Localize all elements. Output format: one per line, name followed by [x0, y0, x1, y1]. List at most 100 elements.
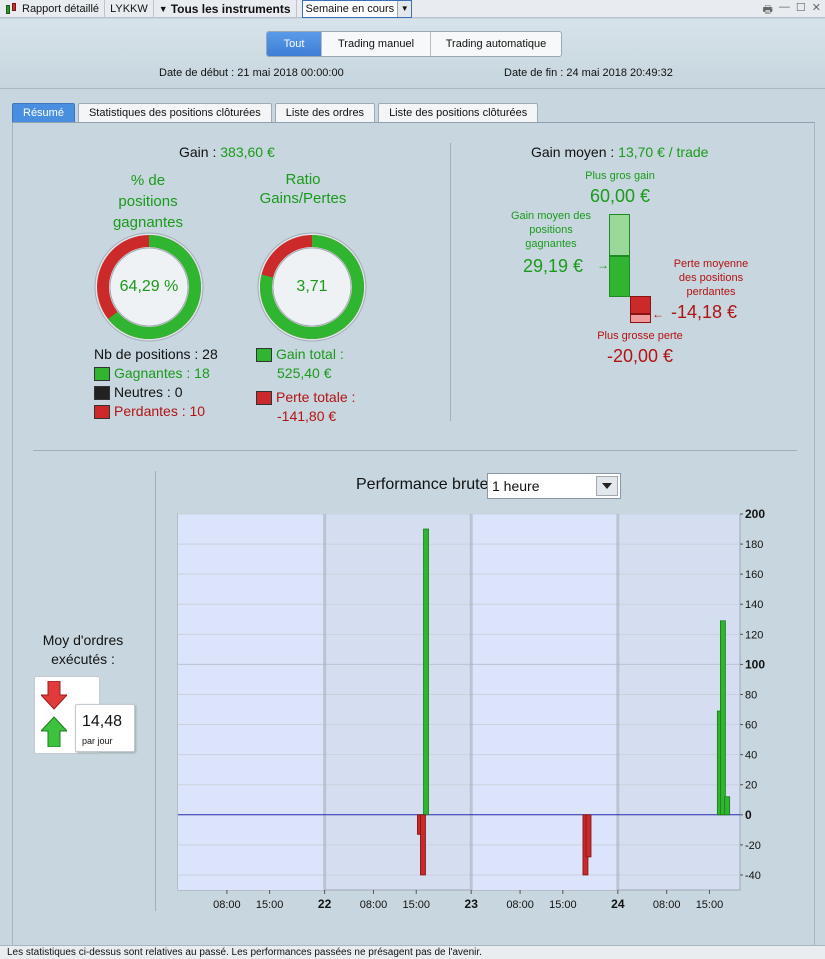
- x-tick-label: 15:00: [402, 899, 430, 911]
- bar-4: [585, 814, 592, 858]
- max-loss-label: Plus grosse perte: [597, 330, 683, 342]
- y-tick-label: 160: [745, 569, 763, 581]
- status-bar: Les statistiques ci-dessus sont relative…: [0, 945, 825, 959]
- x-tick-label: 15:00: [696, 899, 724, 911]
- filter-header: Tout Trading manuel Trading automatique …: [0, 19, 825, 89]
- gain-total-legend: Gain total : 525,40 €: [256, 345, 344, 383]
- arrow-right-icon: →: [597, 258, 609, 272]
- avg-loss-bar: [630, 296, 651, 314]
- report-label: Rapport détaillé: [22, 2, 100, 15]
- legend-neutres: Neutres : 0: [94, 383, 218, 402]
- candlestick-icon: [5, 2, 19, 16]
- report-button[interactable]: Rapport détaillé: [0, 0, 106, 18]
- max-loss-value: -20,00 €: [606, 346, 674, 366]
- segment-all[interactable]: Tout: [267, 32, 322, 56]
- tab-closed-positions[interactable]: Liste des positions clôturées: [378, 103, 539, 122]
- orders-value: 14,48: [82, 713, 123, 730]
- separator-horizontal: [33, 450, 797, 451]
- legend-perdantes: Perdantes : 10: [94, 402, 218, 421]
- orders-unit: par jour: [82, 736, 113, 746]
- period-select[interactable]: Semaine en cours ▼: [301, 0, 413, 18]
- avg-win-bar: [609, 256, 630, 297]
- green-swatch: [94, 367, 110, 382]
- red-swatch: [94, 405, 110, 420]
- orders-arrows-icon: [41, 681, 67, 747]
- end-date: Date de fin : 24 mai 2018 20:49:32: [504, 67, 673, 79]
- y-tick-label: 60: [745, 720, 757, 732]
- day-band-21: [178, 514, 325, 890]
- max-loss-bar: [630, 314, 651, 323]
- instruments-dropdown[interactable]: ▼ Tous les instruments: [154, 0, 297, 18]
- y-tick-label: 120: [745, 629, 763, 641]
- top-toolbar: Rapport détaillé LYKKW ▼ Tous les instru…: [0, 0, 825, 18]
- segment-manual[interactable]: Trading manuel: [322, 32, 431, 56]
- tab-divider: [12, 122, 815, 123]
- tab-resume[interactable]: Résumé: [12, 103, 75, 122]
- orders-value-card: 14,48 par jour: [75, 704, 135, 752]
- pct-donut: [94, 232, 204, 342]
- bar-7: [724, 796, 731, 816]
- y-tick-label: 20: [745, 780, 757, 792]
- pct-donut-green: [97, 235, 201, 339]
- max-gain-bar: [609, 214, 630, 256]
- ratio-title: Ratio Gains/Pertes: [259, 171, 347, 207]
- x-tick-label: 08:00: [506, 899, 534, 911]
- pct-value: 64,29 %: [119, 278, 179, 295]
- green-swatch: [256, 348, 272, 363]
- close-icon[interactable]: ✕: [811, 2, 821, 14]
- perte-totale-legend: Perte totale : -141,80 €: [256, 388, 355, 426]
- day-band-23: [471, 514, 618, 890]
- print-icon[interactable]: 🖶: [762, 4, 773, 16]
- trading-type-segmented: Tout Trading manuel Trading automatique: [266, 31, 562, 57]
- separator-vertical-bottom: [155, 471, 156, 911]
- tab-orders[interactable]: Liste des ordres: [274, 103, 376, 122]
- arrow-left-icon: ←: [652, 307, 664, 321]
- window-controls: 🖶 — ☐ ✕: [763, 1, 821, 20]
- y-tick-label: 140: [745, 599, 763, 611]
- interval-select[interactable]: 1 heure: [487, 473, 621, 499]
- segment-automatic[interactable]: Trading automatique: [445, 38, 547, 50]
- y-tick-label: 100: [745, 657, 765, 671]
- x-tick-label: 24: [611, 897, 625, 911]
- positions-legend: Nb de positions : 28 Gagnantes : 18 Neut…: [94, 345, 218, 421]
- bar-2: [420, 814, 426, 876]
- avg-win-label: Gain moyen des positions gagnantes: [510, 210, 592, 250]
- x-tick-label: 15:00: [549, 899, 577, 911]
- x-tick-label: 08:00: [653, 899, 681, 911]
- start-date: Date de début : 21 mai 2018 00:00:00: [159, 67, 344, 79]
- account-label[interactable]: LYKKW: [105, 0, 154, 18]
- chevron-down-icon[interactable]: ▼: [397, 0, 412, 17]
- bar-6: [719, 620, 726, 816]
- y-tick-label: 0: [745, 808, 752, 822]
- ratio-donut: [257, 232, 367, 342]
- orders-label: Moy d'ordres exécutés :: [42, 632, 124, 667]
- avg-win-value: 29,19 €: [523, 256, 584, 276]
- tab-closed-stats[interactable]: Statistiques des positions clôturées: [77, 103, 272, 122]
- ratio-donut-green: [260, 235, 364, 339]
- x-tick-label: 08:00: [213, 899, 241, 911]
- x-tick-label: 22: [318, 897, 332, 911]
- y-tick-label: -20: [745, 840, 761, 852]
- ratio-value: 3,71: [296, 278, 328, 295]
- x-tick-label: 15:00: [256, 899, 284, 911]
- y-tick-label: 180: [745, 539, 763, 551]
- y-tick-label: 80: [745, 689, 757, 701]
- gain-summary: Gain : 383,60 €: [179, 144, 275, 160]
- y-tick-label: 200: [745, 508, 765, 521]
- y-tick-label: 40: [745, 750, 757, 762]
- black-swatch: [94, 386, 110, 401]
- minimize-icon[interactable]: —: [778, 1, 790, 13]
- y-tick-label: -40: [745, 870, 761, 882]
- pct-title: % de positions gagnantes: [112, 172, 184, 231]
- maximize-icon[interactable]: ☐: [795, 2, 806, 14]
- legend-gagnantes: Gagnantes : 18: [94, 364, 218, 383]
- avg-loss-label: Perte moyenne des positions perdantes: [673, 258, 749, 298]
- tab-bar: Résumé Statistiques des positions clôtur…: [12, 103, 539, 122]
- x-tick-label: 08:00: [360, 899, 388, 911]
- chevron-down-icon[interactable]: [596, 476, 618, 496]
- caret-down-icon: ▼: [158, 3, 168, 14]
- avg-loss-value: -14,18 €: [671, 302, 738, 322]
- performance-label: Performance brute: [356, 476, 489, 493]
- max-gain-value: 60,00 €: [589, 186, 651, 206]
